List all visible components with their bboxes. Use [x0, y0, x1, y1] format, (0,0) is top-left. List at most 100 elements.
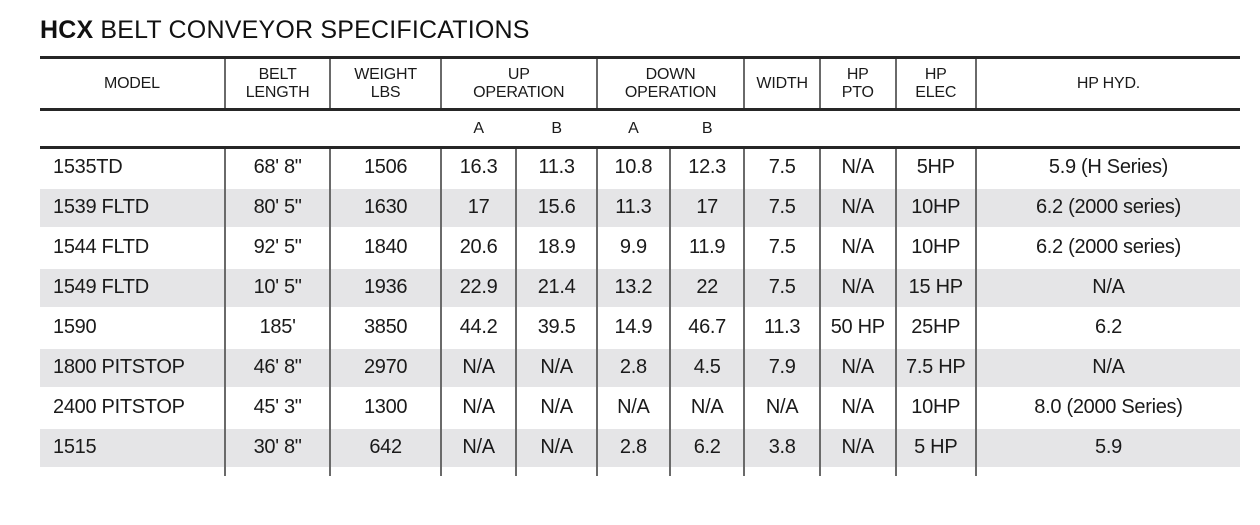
col-header-down-operation: DOWN OPERATION [595, 57, 745, 110]
cell-down_a: 11.3 [595, 187, 670, 228]
cell-weight_lbs: 1300 [329, 387, 441, 428]
subheader-down-b: B [701, 119, 713, 137]
cell-hp_pto: N/A [818, 347, 896, 388]
cell-up_b: 11.3 [515, 147, 597, 188]
col-header-weight-lbs: WEIGHT LBS [329, 57, 441, 110]
header-row: MODEL BELT LENGTH WEIGHT LBS UP OPERATIO… [40, 57, 1240, 110]
cell-width: 3.8 [743, 427, 820, 468]
cell-hp_pto: N/A [818, 387, 896, 428]
cell-hp_elec: 10HP [894, 227, 976, 268]
cell-hp_hyd: 6.2 (2000 series) [974, 187, 1240, 228]
cell-down_a: 9.9 [595, 227, 670, 268]
stub-cell [40, 468, 225, 476]
cell-up_a: 20.6 [439, 227, 517, 268]
col-header-up-operation: UP OPERATION [439, 57, 597, 110]
cell-down_b: N/A [668, 387, 745, 428]
stub-cell [515, 467, 597, 476]
subheader-row: A B A B [40, 109, 1240, 148]
cell-hp_pto: N/A [818, 187, 896, 228]
table-row: 1539 FLTD 80' 5" 1630 17 15.6 11.3 17 7.5 N/A 10H… [40, 187, 1240, 228]
table-header: MODEL BELT LENGTH WEIGHT LBS UP OPERATIO… [40, 57, 1240, 148]
cell-hp_pto: N/A [818, 427, 896, 468]
cell-down_a: 2.8 [595, 347, 670, 388]
cell-up_a: 22.9 [439, 267, 517, 308]
stub-cell [974, 467, 1240, 476]
table-row: 1800 PITSTOP 46' 8" 2970 N/A N/A 2.8 4.5 7.9 N/A… [40, 347, 1240, 388]
cell-hp_elec: 10HP [894, 387, 976, 428]
cell-width: 7.5 [743, 227, 820, 268]
table-row: 1590 185' 3850 44.2 39.5 14.9 46.7 11.3 50 HP 25H… [40, 307, 1240, 348]
cell-model: 1515 [53, 436, 97, 458]
cell-hp_elec: 10HP [894, 187, 976, 228]
col-header-width: WIDTH [743, 57, 820, 110]
subheader-up-b: B [551, 119, 562, 137]
page-title: HCX BELT CONVEYOR SPECIFICATIONS [40, 16, 1240, 45]
cell-up_b: 15.6 [515, 187, 597, 228]
cell-down_b: 11.9 [668, 227, 745, 268]
subheader-spacer [40, 110, 225, 148]
cell-up_b: 21.4 [515, 267, 597, 308]
cell-model: 2400 PITSTOP [53, 396, 185, 418]
cell-model: 1539 FLTD [53, 196, 149, 218]
cell-down_a: 10.8 [595, 147, 670, 188]
cell-weight_lbs: 642 [329, 427, 441, 468]
subheader-spacer [896, 110, 976, 148]
subheader-spacer [820, 110, 896, 148]
stub-cell [329, 467, 441, 476]
cell-down_b: 22 [668, 267, 745, 308]
cell-down_a: 14.9 [595, 307, 670, 348]
subheader-spacer [330, 110, 440, 148]
cell-belt_length: 80' 5" [223, 187, 331, 228]
cell-width: N/A [743, 387, 820, 428]
cell-weight_lbs: 1936 [329, 267, 441, 308]
cell-up_a: N/A [439, 347, 517, 388]
cell-down_a: N/A [595, 387, 670, 428]
cell-hp_pto: N/A [818, 267, 896, 308]
cell-weight_lbs: 3850 [329, 307, 441, 348]
cell-hp_elec: 15 HP [894, 267, 976, 308]
cell-belt_length: 46' 8" [223, 347, 331, 388]
table-row: 1515 30' 8" 642 N/A N/A 2.8 6.2 3.8 N/A 5 HP 5.9 [40, 427, 1240, 468]
cell-belt_length: 185' [223, 307, 331, 348]
cell-model: 1549 FLTD [53, 276, 149, 298]
cell-up_b: N/A [515, 427, 597, 468]
cell-belt_length: 68' 8" [223, 147, 331, 188]
stub-cell [818, 467, 896, 476]
stub-cell [743, 467, 820, 476]
cell-hp_pto: 50 HP [818, 307, 896, 348]
cell-up_b: N/A [515, 347, 597, 388]
cell-up_a: 44.2 [439, 307, 517, 348]
subheader-spacer [744, 110, 820, 148]
cell-down_b: 46.7 [668, 307, 745, 348]
cell-down_b: 4.5 [668, 347, 745, 388]
cell-belt_length: 92' 5" [223, 227, 331, 268]
stub-cell [223, 467, 331, 476]
col-header-hp-pto: HP PTO [818, 57, 896, 110]
cell-down_a: 13.2 [595, 267, 670, 308]
cell-weight_lbs: 1506 [329, 147, 441, 188]
cell-up_b: 39.5 [515, 307, 597, 348]
cell-weight_lbs: 1630 [329, 187, 441, 228]
table-row: 1549 FLTD 10' 5" 1936 22.9 21.4 13.2 22 7.5 N/A 1… [40, 267, 1240, 308]
cell-hp_elec: 5 HP [894, 427, 976, 468]
cell-hp_hyd: 8.0 (2000 Series) [974, 387, 1240, 428]
cell-model: 1544 FLTD [53, 236, 149, 258]
stub-cell [439, 467, 517, 476]
cell-up_b: N/A [515, 387, 597, 428]
cell-up_b: 18.9 [515, 227, 597, 268]
col-header-belt-length: BELT LENGTH [223, 57, 331, 110]
cell-hp_hyd: 6.2 (2000 series) [974, 227, 1240, 268]
cell-weight_lbs: 2970 [329, 347, 441, 388]
cell-width: 7.9 [743, 347, 820, 388]
cell-hp_hyd: 5.9 [974, 427, 1240, 468]
cell-hp_pto: N/A [818, 147, 896, 188]
cell-belt_length: 10' 5" [223, 267, 331, 308]
cell-hp_pto: N/A [818, 227, 896, 268]
table-bottom-stub [40, 467, 1240, 476]
table-row: 1544 FLTD 92' 5" 1840 20.6 18.9 9.9 11.9 7.5 N/A… [40, 227, 1240, 268]
table-body: 1535TD 68' 8" 1506 16.3 11.3 10.8 12.3 7.5 N/A 5H… [40, 147, 1240, 476]
cell-up_a: N/A [439, 387, 517, 428]
subheader-spacer [225, 110, 331, 148]
subheader-up-a: A [473, 119, 484, 137]
cell-width: 11.3 [743, 307, 820, 348]
